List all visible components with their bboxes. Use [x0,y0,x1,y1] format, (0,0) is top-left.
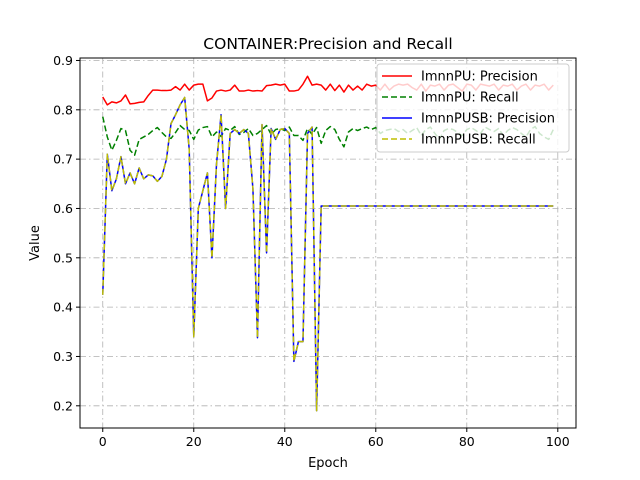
y-tick-label: 0.6 [53,201,73,216]
y-axis-label: Value [28,225,43,261]
y-tick-label: 0.9 [53,53,73,68]
chart-title: CONTAINER:Precision and Recall [203,35,452,53]
series-line-2 [102,116,554,156]
x-tick-label: 100 [546,434,570,449]
axis-ticks: 0 20 40 60 80 100 0.2 0.3 0.4 0.5 0.6 0.7 0.8 0.9 [53,53,570,449]
y-tick-label: 0.4 [53,300,73,315]
legend-label: ImnnPUSB: Precision [421,112,555,127]
grid [80,58,576,428]
legend-label: ImnnPU: Recall [421,91,519,106]
legend-label: ImnnPUSB: Recall [421,133,536,148]
legend-box [376,63,570,153]
x-tick-label: 60 [368,434,384,449]
x-tick-label: 20 [186,434,202,449]
series-line-4 [102,96,554,412]
plot-frame [79,57,577,429]
x-tick-label: 0 [99,434,107,449]
legend: ImnnPU: Precision ImnnPU: Recall ImnnPUSB:… [376,63,570,153]
legend-label: ImnnPU: Precision [421,70,538,85]
y-tick-label: 0.5 [53,250,73,265]
y-tick-label: 0.7 [53,152,73,167]
y-tick-label: 0.3 [53,349,73,364]
x-tick-label: 40 [277,434,293,449]
y-tick-label: 0.8 [53,102,73,117]
x-tick-label: 80 [459,434,475,449]
x-axis-label: Epoch [308,456,348,471]
y-tick-label: 0.2 [53,398,73,413]
